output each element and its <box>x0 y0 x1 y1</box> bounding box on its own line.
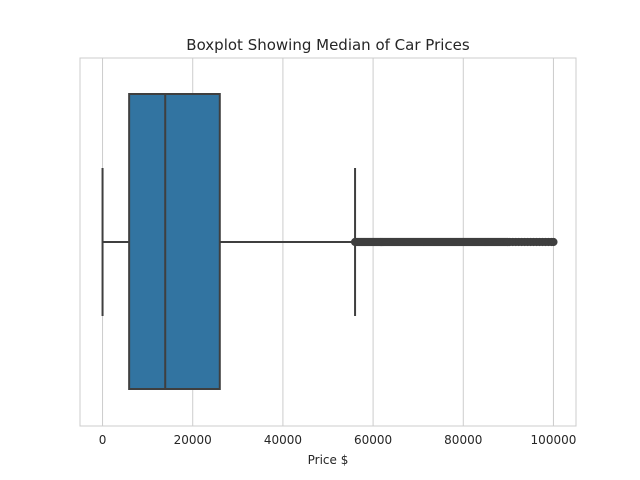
x-tick-label: 40000 <box>264 433 302 447</box>
x-axis-label: Price $ <box>308 453 349 467</box>
x-tick-label: 80000 <box>444 433 482 447</box>
x-tick-label: 60000 <box>354 433 392 447</box>
x-tick-labels: 0 20000 40000 60000 80000 100000 <box>99 433 577 447</box>
iqr-box <box>128 93 221 390</box>
x-tick-label: 0 <box>99 433 107 447</box>
plot-frame <box>79 57 577 427</box>
outlier-points <box>350 237 558 247</box>
chart-title: Boxplot Showing Median of Car Prices <box>186 36 470 54</box>
x-tick-label: 100000 <box>531 433 577 447</box>
outlier-point <box>549 237 558 247</box>
box-group <box>101 93 357 390</box>
x-tick-label: 20000 <box>174 433 212 447</box>
